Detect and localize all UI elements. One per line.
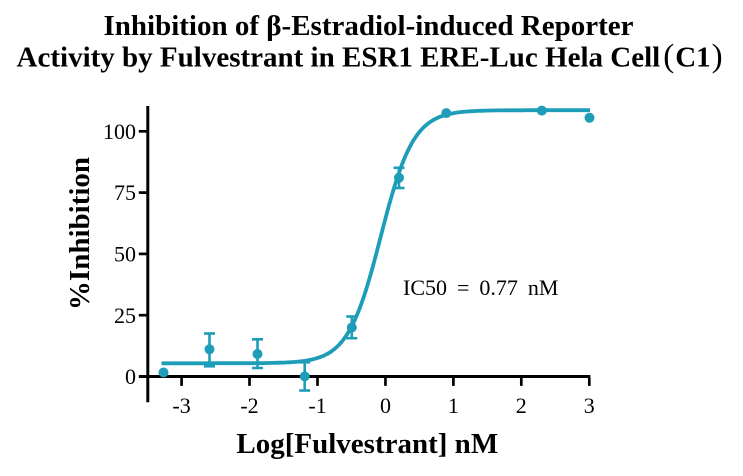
svg-text:25: 25 [114, 303, 136, 328]
svg-text:75: 75 [114, 180, 136, 205]
svg-text:0: 0 [125, 364, 136, 389]
svg-text:Inhibition of β-Estradiol-indu: Inhibition of β-Estradiol-induced Report… [103, 10, 633, 42]
svg-text:0: 0 [380, 393, 391, 418]
svg-text:3: 3 [584, 393, 595, 418]
svg-text:%Inhibition: %Inhibition [64, 157, 96, 310]
svg-text:Activity by Fulvestrant in ESR: Activity by Fulvestrant in ESR1 ERE-Luc … [17, 39, 723, 75]
svg-text:50: 50 [114, 242, 136, 267]
svg-text:100: 100 [103, 119, 136, 144]
svg-text:-3: -3 [172, 393, 190, 418]
svg-text:Log[Fulvestrant] nM: Log[Fulvestrant] nM [236, 428, 498, 460]
svg-text:1: 1 [448, 393, 459, 418]
svg-text:-1: -1 [308, 393, 326, 418]
svg-text:2: 2 [516, 393, 527, 418]
svg-text:IC50 = 0.77 nM: IC50 = 0.77 nM [403, 275, 558, 300]
svg-text:-2: -2 [240, 393, 258, 418]
